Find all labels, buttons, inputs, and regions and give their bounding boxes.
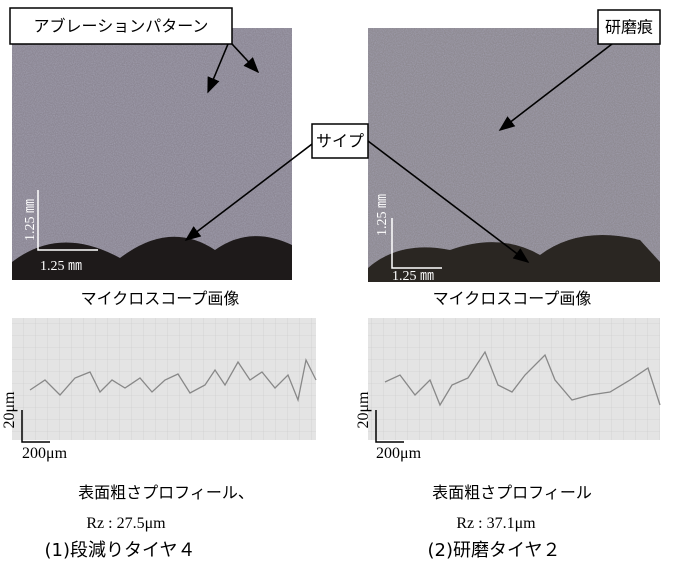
callout: アブレーションパターン bbox=[34, 17, 209, 36]
callout: 研磨痕 bbox=[605, 18, 653, 37]
caption: マイクロスコープ画像 bbox=[433, 289, 592, 308]
scale-label: 1.25 ㎜ bbox=[375, 194, 390, 236]
callout: サイプ bbox=[316, 132, 364, 151]
caption: マイクロスコープ画像 bbox=[81, 289, 240, 308]
panel-label: (1)段減りタイヤ４ bbox=[45, 540, 196, 561]
scale-label: 1.25 ㎜ bbox=[23, 199, 38, 241]
caption: 表面粗さプロフィール、 bbox=[78, 483, 254, 502]
rz-value: Rz : 27.5μm bbox=[86, 515, 166, 532]
scale-label: 200μm bbox=[22, 445, 68, 462]
figure: アブレーションパターン 研磨痕 サイプ 1.25 ㎜ 1.25 ㎜ 1.25 ㎜… bbox=[0, 0, 679, 567]
caption: 表面粗さプロフィール bbox=[432, 483, 592, 502]
scale-label: 20μm bbox=[1, 391, 18, 429]
scale-label: 1.25 ㎜ bbox=[392, 269, 434, 284]
profile-right bbox=[368, 318, 660, 440]
scale-label: 1.25 ㎜ bbox=[40, 259, 82, 274]
scale-label: 20μm bbox=[355, 391, 372, 429]
profile-left bbox=[12, 318, 316, 440]
scale-label: 200μm bbox=[376, 445, 422, 462]
micro-right bbox=[368, 28, 660, 282]
micro-left bbox=[12, 28, 292, 280]
rz-value: Rz : 37.1μm bbox=[456, 515, 536, 532]
panel-label: (2)研磨タイヤ２ bbox=[428, 540, 561, 561]
